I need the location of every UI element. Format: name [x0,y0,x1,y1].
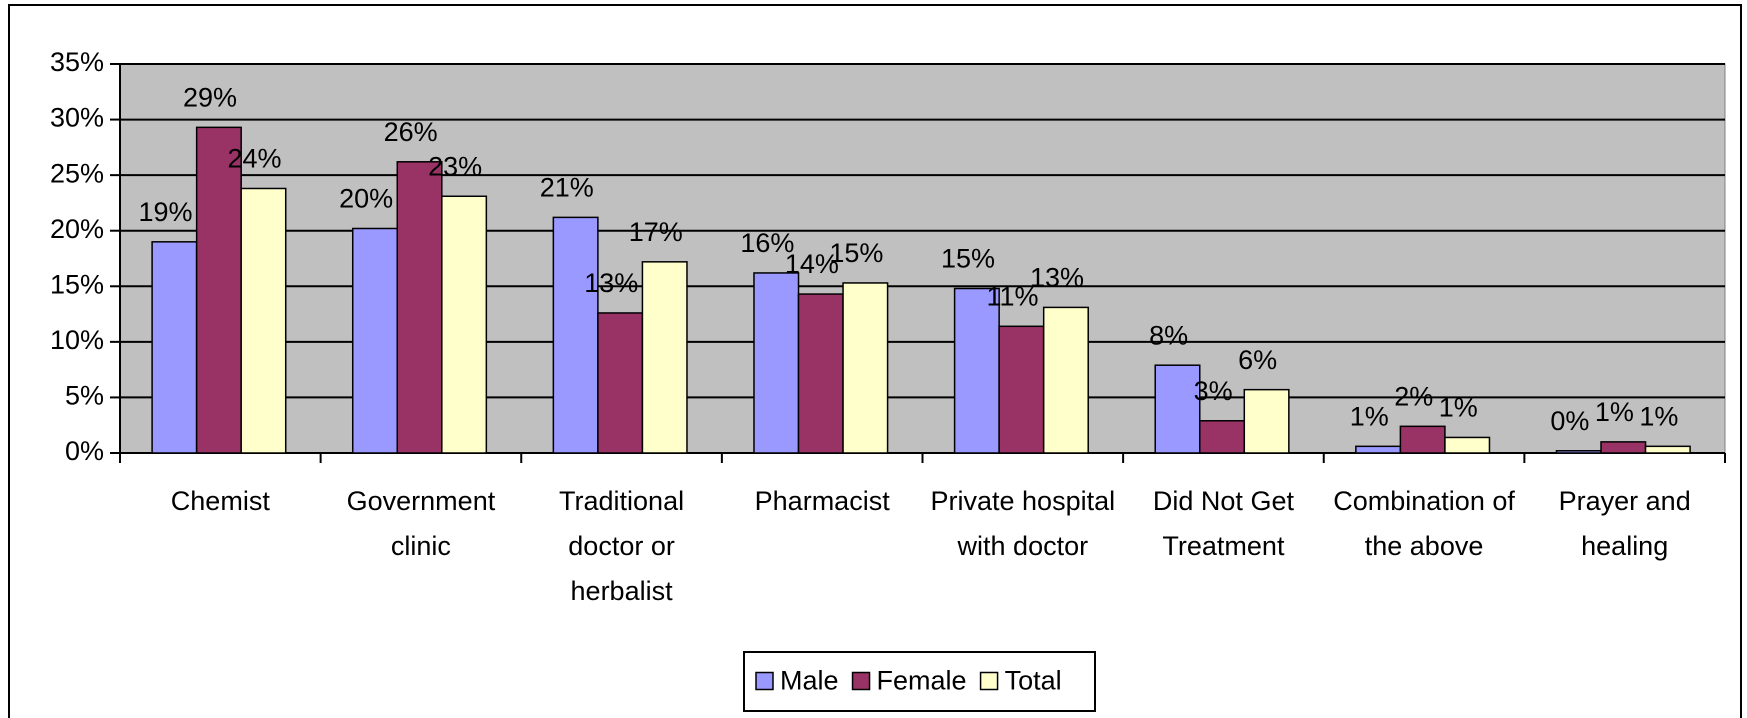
data-label: 13% [584,268,638,298]
x-tick-label: Combination of the above [1333,486,1515,561]
x-tick-label: Did Not Get Treatment [1152,486,1294,561]
y-tick-label: 10% [50,325,104,355]
data-label: 15% [829,238,883,268]
y-tick-label: 15% [50,269,104,299]
data-label: 1% [1350,401,1389,431]
data-label: 8% [1149,320,1188,350]
x-tick-label: Government clinic [346,486,496,561]
data-label: 20% [339,184,393,214]
legend-box [743,651,1096,712]
bar [1355,445,1402,454]
data-label: 1% [1439,393,1478,423]
data-label: 1% [1639,401,1678,431]
data-label: 11% [986,281,1038,311]
x-tick-label: Prayer and healing [1558,486,1691,561]
bar [195,126,242,454]
legend-label: Total [1005,666,1062,696]
bar [1600,441,1647,454]
bar [998,325,1045,454]
y-tick-label: 25% [50,158,104,188]
bar [753,272,800,454]
legend: Male Female Total [755,666,1062,696]
x-tick-label: Traditional doctor or herbalist [559,486,685,606]
y-tick-label: 20% [50,214,104,244]
data-label: 29% [183,82,237,112]
data-label: 14% [785,249,839,279]
bar [1154,364,1201,454]
data-label: 13% [1030,263,1084,293]
bar [797,293,844,454]
bar [1644,445,1691,454]
legend-label: Male [780,666,839,696]
bar [1042,306,1089,454]
bar [1243,388,1290,454]
bar [1555,450,1602,454]
bar [1199,420,1246,454]
data-label: 1% [1595,397,1634,427]
data-label: 15% [941,244,995,274]
x-tick-label: Private hospital with doctor [930,486,1116,561]
data-label: 6% [1238,345,1277,375]
x-tick-label: Chemist [170,486,270,516]
y-tick-label: 0% [65,436,104,466]
bar [552,216,599,454]
bar [1444,436,1491,454]
data-label: 19% [138,197,192,227]
bar [151,241,198,454]
bar [597,312,644,454]
legend-label: Female [877,666,967,696]
legend-swatch [979,671,999,691]
data-label: 21% [540,173,594,203]
data-label: 3% [1194,376,1233,406]
bar [240,187,287,454]
y-tick-label: 5% [65,381,104,411]
data-label: 24% [228,144,282,174]
bar [842,282,889,454]
bar [396,161,443,454]
data-label: 17% [629,217,683,247]
bar [1399,425,1446,454]
bar [351,227,399,454]
x-tick-label: Pharmacist [754,486,890,516]
bar [953,287,1000,454]
data-label: 26% [384,117,438,147]
data-label: 16% [740,228,794,258]
legend-swatch [755,671,774,691]
bar [641,261,688,454]
data-label: 2% [1394,381,1433,411]
y-tick-label: 35% [50,47,104,77]
bar [441,195,488,454]
y-tick-label: 30% [50,103,104,133]
legend-swatch [851,671,871,691]
data-label: 23% [428,151,482,181]
data-label: 0% [1550,406,1589,436]
